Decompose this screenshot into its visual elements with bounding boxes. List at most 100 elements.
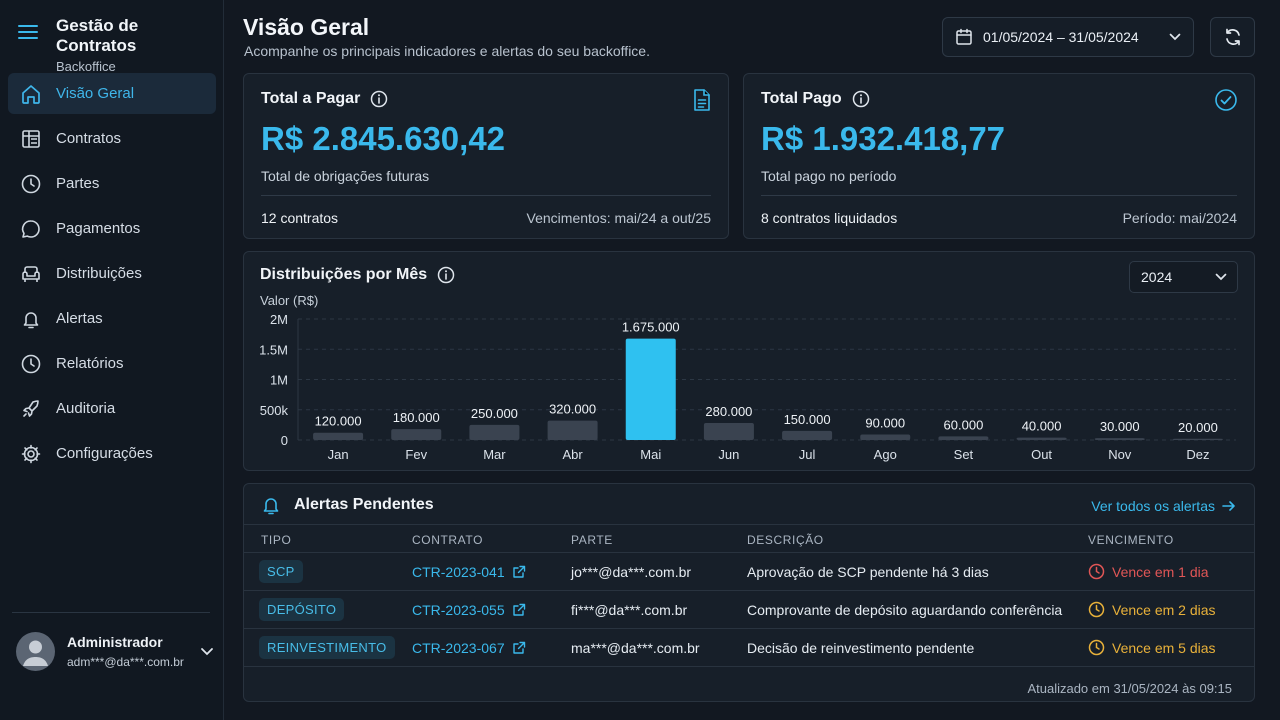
sidebar-item-pagamentos[interactable]: Pagamentos xyxy=(8,208,216,249)
sidebar-item-contratos[interactable]: Contratos xyxy=(8,118,216,159)
x-tick-label: Ago xyxy=(874,447,897,462)
sidebar-item-visao-geral[interactable]: Visão Geral xyxy=(8,73,216,114)
sidebar-item-label: Contratos xyxy=(56,130,122,147)
refresh-button[interactable] xyxy=(1210,17,1255,57)
external-link-icon[interactable] xyxy=(512,603,526,617)
sidebar-item-label: Partes xyxy=(56,175,100,192)
user-menu[interactable]: Administrador adm***@da***.com.br xyxy=(16,632,214,671)
brand: Gestão de Contratos Backoffice xyxy=(18,16,223,74)
sidebar-item-relatorios[interactable]: Relatórios xyxy=(8,343,216,384)
bar-abr xyxy=(547,420,598,440)
chart-title-text: Distribuições por Mês xyxy=(260,266,428,283)
bar-value-label: 180.000 xyxy=(393,410,440,425)
kpi-description: Total de obrigações futuras xyxy=(261,168,430,184)
bell-icon xyxy=(20,308,42,330)
bar-dez xyxy=(1172,438,1223,440)
contract-cell[interactable]: CTR-2023-067 xyxy=(412,640,526,656)
bar-value-label: 250.000 xyxy=(471,406,518,421)
contracts-icon xyxy=(20,128,42,150)
external-link-icon[interactable] xyxy=(512,641,526,655)
info-icon[interactable] xyxy=(852,90,870,108)
chart-title: Distribuições por Mês xyxy=(260,266,455,284)
sidebar-item-distribuicoes[interactable]: Distribuições xyxy=(8,253,216,294)
info-icon[interactable] xyxy=(370,90,388,108)
chevron-down-icon[interactable] xyxy=(200,647,214,657)
kpi-divider xyxy=(261,195,711,196)
clock-icon xyxy=(20,173,42,195)
bar-value-label: 280.000 xyxy=(705,404,752,419)
x-tick-label: Abr xyxy=(562,447,583,462)
clock-icon xyxy=(20,353,42,375)
sidebar-item-configuracoes[interactable]: Configurações xyxy=(8,433,216,474)
chat-icon xyxy=(20,218,42,240)
contract-link[interactable]: CTR-2023-041 xyxy=(412,564,505,580)
table-header: TIPO CONTRATO PARTE DESCRIÇÃO VENCIMENTO xyxy=(244,524,1254,552)
x-tick-label: Out xyxy=(1031,447,1052,462)
contract-link[interactable]: CTR-2023-055 xyxy=(412,602,505,618)
check-circle-icon xyxy=(1214,88,1238,112)
kpi-description: Total pago no período xyxy=(761,168,897,184)
type-cell: REINVESTIMENTO xyxy=(259,636,395,659)
kpi-divider xyxy=(761,195,1237,196)
kpi-title: Total a Pagar xyxy=(261,90,388,108)
kpi-contract-count: 12 contratos xyxy=(261,210,339,226)
couch-icon xyxy=(20,263,42,285)
kpi-contract-count: 8 contratos liquidados xyxy=(761,210,898,226)
sidebar-item-partes[interactable]: Partes xyxy=(8,163,216,204)
table-row[interactable]: REINVESTIMENTO CTR-2023-067 ma***@da***.… xyxy=(244,628,1254,667)
due-cell: Vence em 2 dias xyxy=(1088,601,1216,618)
x-tick-label: Fev xyxy=(405,447,427,462)
bar-chart: Valor (R$) 0 500k 1M 1.5M 2M 120.000 Jan 180.000… xyxy=(259,293,1236,462)
kpi-title-text: Total Pago xyxy=(761,90,842,107)
bar-ago xyxy=(860,434,911,440)
contract-cell[interactable]: CTR-2023-055 xyxy=(412,602,526,618)
external-link-icon[interactable] xyxy=(512,565,526,579)
sidebar: Gestão de Contratos Backoffice Visão Ger… xyxy=(0,0,224,720)
chevron-down-icon xyxy=(1169,33,1181,41)
date-range-label: 01/05/2024 – 31/05/2024 xyxy=(983,29,1139,45)
y-tick-label: 0 xyxy=(281,433,288,448)
page-title: Visão Geral xyxy=(243,14,370,40)
x-tick-label: Mar xyxy=(483,447,506,462)
x-tick-label: Set xyxy=(954,447,974,462)
sidebar-item-label: Auditoria xyxy=(56,400,116,417)
chevron-down-icon xyxy=(1215,273,1227,281)
bar-value-label: 20.000 xyxy=(1178,420,1218,435)
kpi-title: Total Pago xyxy=(761,90,870,108)
date-range-picker[interactable]: 01/05/2024 – 31/05/2024 xyxy=(942,17,1194,57)
x-tick-label: Jan xyxy=(328,447,349,462)
view-all-alerts-link[interactable]: Ver todos os alertas xyxy=(1091,498,1236,514)
bar-mai xyxy=(625,338,676,440)
view-all-label: Ver todos os alertas xyxy=(1091,498,1215,514)
y-tick-label: 1M xyxy=(270,373,288,388)
contract-link[interactable]: CTR-2023-067 xyxy=(412,640,505,656)
sidebar-divider xyxy=(12,612,210,613)
table-row[interactable]: SCP CTR-2023-041 jo***@da***.com.br Apro… xyxy=(244,552,1254,590)
contract-cell[interactable]: CTR-2023-041 xyxy=(412,564,526,580)
year-select[interactable]: 2024 xyxy=(1129,261,1238,293)
distribution-chart-card: Valor (R$) 0 500k 1M 1.5M 2M 120.000 Jan 180.000… xyxy=(243,251,1255,471)
bar-jun xyxy=(703,423,754,440)
kpi-card-total-pago: Total Pago R$ 1.932.418,77 Total pago no… xyxy=(743,73,1255,239)
document-icon xyxy=(692,88,712,112)
description-cell: Decisão de reinvestimento pendente xyxy=(747,640,975,656)
party-cell: ma***@da***.com.br xyxy=(571,640,700,656)
party-cell: jo***@da***.com.br xyxy=(571,564,692,580)
sidebar-item-auditoria[interactable]: Auditoria xyxy=(8,388,216,429)
column-header: VENCIMENTO xyxy=(1088,533,1174,547)
description-cell: Comprovante de depósito aguardando confe… xyxy=(747,602,1063,618)
column-header: DESCRIÇÃO xyxy=(747,533,824,547)
sidebar-item-label: Relatórios xyxy=(56,355,124,372)
x-tick-label: Dez xyxy=(1186,447,1209,462)
year-select-value: 2024 xyxy=(1141,269,1173,285)
due-cell: Vence em 5 dias xyxy=(1088,639,1216,656)
bar-fev xyxy=(391,429,442,440)
description-cell: Aprovação de SCP pendente há 3 dias xyxy=(747,564,989,580)
x-tick-label: Jul xyxy=(799,447,816,462)
x-tick-label: Mai xyxy=(640,447,661,462)
table-row[interactable]: DEPÓSITO CTR-2023-055 fi***@da***.com.br… xyxy=(244,590,1254,628)
column-header: PARTE xyxy=(571,533,613,547)
menu-icon[interactable] xyxy=(18,16,38,74)
sidebar-item-alertas[interactable]: Alertas xyxy=(8,298,216,339)
info-icon[interactable] xyxy=(437,266,455,284)
